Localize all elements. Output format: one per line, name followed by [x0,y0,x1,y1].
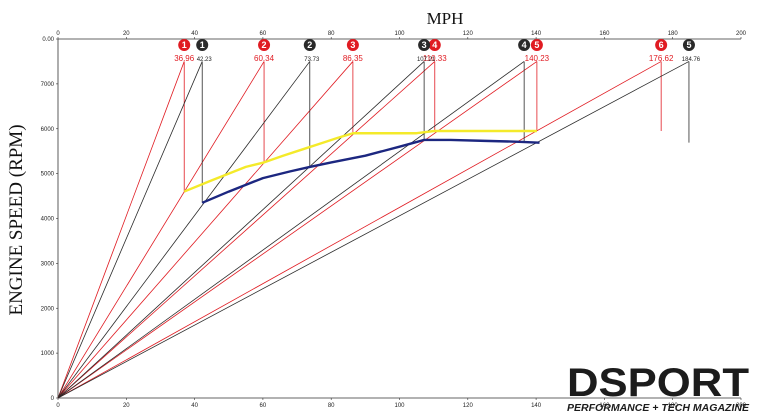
gear-badge-number: 2 [262,40,267,50]
gear-badge [346,39,359,51]
y-axis-label: ENGINE SPEED (RPM) [6,124,27,315]
y-tick-label: 0 [51,396,55,402]
x-tick-top-label: 60 [260,31,267,37]
gear-top-speed-label: 176.62 [649,54,674,63]
gear-ratio-line [57,61,203,399]
y-tick-label: 0.00 [42,37,54,43]
gear-badge [258,39,271,51]
x-tick-bottom-label: 0 [56,403,60,409]
gear-ratio-line [57,61,265,399]
gear-badge [196,39,209,51]
y-tick-label: 5000 [41,172,55,178]
gear-badge [518,39,531,51]
x-tick-top-label: 80 [328,31,335,37]
x-tick-bottom-label: 180 [668,403,679,409]
gear-ratio-line [57,61,436,399]
gear-badge-number: 1 [200,40,205,50]
gear-badge-number: 3 [422,40,427,50]
gear-lines [57,61,690,399]
gear-ratio-line [57,61,425,399]
gear-badge-number: 2 [307,40,312,50]
x-tick-top-label: 120 [463,31,474,37]
gear-badge [303,39,316,51]
y-tick-label: 7000 [41,82,55,88]
gear-top-speed-label: 60.34 [254,54,275,63]
gear-badge-number: 1 [182,40,187,50]
y-tick-label: 4000 [41,217,55,223]
tick-labels: 0020204040606080801001001201201401401601… [41,31,747,409]
rpm-series [183,129,540,204]
gear-top-speed-label: 42.23 [197,57,213,63]
x-tick-top-label: 100 [394,31,405,37]
y-tick-label: 6000 [41,127,55,133]
x-tick-bottom-label: 20 [123,403,130,409]
dsport-logo: DSPORT PERFORMANCE + TECH MAGAZINE [567,361,749,414]
x-tick-top-label: 160 [599,31,610,37]
gear-ratio-line [57,61,354,399]
gear-top-speed-label: 86.35 [343,54,364,63]
x-tick-top-label: 0 [56,31,60,37]
y-tick-label: 3000 [41,261,55,267]
gear-badge [655,39,668,51]
x-tick-bottom-label: 140 [531,403,542,409]
x-tick-top-label: 140 [531,31,542,37]
x-tick-bottom-label: 200 [736,403,747,409]
x-tick-bottom-label: 40 [191,403,198,409]
gear-ratio-line [57,61,185,399]
gear-badge [428,39,441,51]
x-tick-top-label: 200 [736,31,747,37]
gear-badge-number: 6 [659,40,664,50]
x-tick-bottom-label: 120 [463,403,474,409]
gear-ratio-line [57,61,311,399]
x-tick-top-label: 40 [191,31,198,37]
navy-rpm-line [201,138,540,204]
logo-main: DSPORT [567,361,749,405]
gear-badge-number: 5 [686,40,691,50]
gear-badge [418,39,431,51]
gear-badge [530,39,543,51]
gear-top-speed-label: 184.76 [682,57,701,63]
x-tick-bottom-label: 100 [394,403,405,409]
x-tick-top-label: 180 [668,31,679,37]
gear-top-speed-label: 36.96 [174,54,195,63]
gear-badge-number: 4 [522,40,527,50]
gear-ratio-line [57,61,662,399]
gear-top-speed-label: 140.23 [525,54,550,63]
gear-ratio-line [57,61,525,399]
gear-badge-number: 4 [432,40,437,50]
x-tick-top-label: 20 [123,31,130,37]
y-tick-label: 1000 [41,351,55,357]
x-tick-bottom-label: 60 [260,403,267,409]
chart-title: MPH [427,9,464,28]
gear-ratio-line [57,61,538,399]
logo-sub: PERFORMANCE + TECH MAGAZINE [567,403,749,414]
gear-badge-number: 5 [534,40,539,50]
gear-top-speed-label: 107.21 [417,57,436,63]
gear-top-speed-label: 110.33 [423,54,447,63]
gear-badges: 1 36.96 2 60.34 3 86.35 4 110.33 5 140.23 6 176.62 1… [174,39,701,63]
x-tick-bottom-label: 80 [328,403,335,409]
gear-badge [178,39,191,51]
x-tick-bottom-label: 160 [599,403,610,409]
yellow-rpm-line [183,129,537,193]
gear-top-speed-label: 73.73 [304,57,320,63]
gear-badge-number: 3 [350,40,355,50]
gear-ratio-line [57,61,690,399]
gear-badge [682,39,695,51]
y-tick-label: 2000 [41,306,55,312]
